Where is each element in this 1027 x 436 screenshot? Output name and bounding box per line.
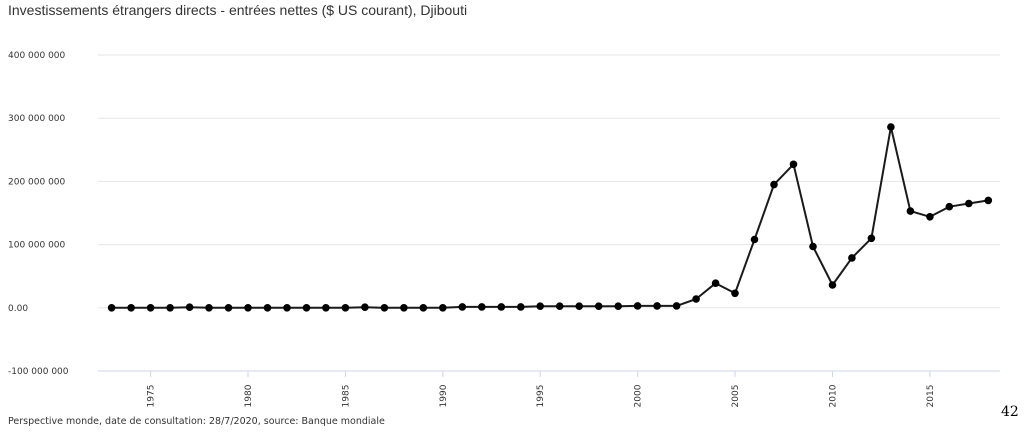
points-layer	[107, 123, 993, 312]
source-note: Perspective monde, date de consultation:…	[8, 416, 385, 427]
data-point[interactable]	[185, 303, 194, 312]
data-point[interactable]	[731, 289, 739, 298]
page-number: 42	[1001, 404, 1019, 420]
data-point[interactable]	[711, 279, 720, 288]
data-point[interactable]	[809, 242, 817, 251]
y-tick-label: 200 000 000	[8, 177, 66, 187]
data-point[interactable]	[302, 304, 311, 312]
data-point[interactable]	[497, 303, 506, 311]
data-point[interactable]	[614, 302, 622, 311]
data-point[interactable]	[224, 304, 233, 312]
data-point[interactable]	[478, 303, 486, 311]
data-point[interactable]	[848, 254, 856, 262]
data-point[interactable]	[380, 304, 389, 312]
x-tick-label: 1980	[244, 384, 254, 407]
data-point[interactable]	[672, 302, 681, 310]
data-point[interactable]	[594, 302, 603, 311]
x-tick-label: 2015	[926, 385, 936, 408]
data-point[interactable]	[887, 123, 895, 131]
data-point[interactable]	[517, 303, 525, 311]
data-point[interactable]	[867, 234, 876, 243]
data-point[interactable]	[750, 235, 759, 244]
gridlines	[98, 54, 1000, 372]
y-tick-label: 300 000 000	[8, 114, 66, 124]
data-point[interactable]	[361, 303, 369, 312]
data-point[interactable]	[283, 304, 291, 312]
data-point[interactable]	[107, 304, 116, 312]
data-point[interactable]	[653, 302, 661, 310]
x-tick-label: 2010	[828, 384, 838, 407]
x-tick-label: 1985	[341, 385, 351, 408]
data-point[interactable]	[633, 302, 642, 310]
data-point[interactable]	[244, 304, 252, 312]
series-layer	[111, 126, 989, 309]
data-point[interactable]	[945, 202, 954, 211]
y-axis-ticks: 400 000 000 300 000 000 200 000 000 100 000…	[8, 51, 69, 377]
x-tick-label: 2000	[634, 384, 644, 407]
chart-title: Investissements étrangers directs - entr…	[8, 2, 468, 18]
x-tick-label: 1975	[147, 385, 157, 408]
x-tick-label: 1995	[536, 385, 546, 408]
data-point[interactable]	[322, 304, 330, 312]
data-point[interactable]	[828, 281, 837, 289]
data-point[interactable]	[555, 302, 564, 311]
data-point[interactable]	[906, 207, 915, 215]
data-point[interactable]	[965, 199, 973, 208]
data-point[interactable]	[692, 295, 700, 303]
data-point[interactable]	[926, 213, 934, 221]
data-point[interactable]	[536, 302, 544, 311]
y-tick-label: 0.00	[8, 304, 28, 314]
data-point[interactable]	[341, 304, 350, 312]
data-point[interactable]	[205, 304, 213, 312]
series-line	[111, 126, 989, 309]
x-tick-label: 2005	[731, 385, 741, 408]
data-point[interactable]	[400, 304, 408, 312]
data-point[interactable]	[166, 304, 174, 312]
data-point[interactable]	[770, 180, 778, 189]
data-point[interactable]	[439, 304, 447, 312]
x-tick-label: 1990	[439, 384, 449, 407]
data-point[interactable]	[146, 304, 155, 312]
y-tick-label: 400 000 000	[8, 51, 66, 61]
data-point[interactable]	[127, 304, 135, 312]
data-point[interactable]	[458, 303, 467, 311]
data-point[interactable]	[263, 304, 272, 312]
x-axis-ticks: 1975 1980 1985 1990 1995 2000 2005 2010 2015	[147, 371, 936, 407]
y-tick-label: -100 000 000	[8, 367, 69, 377]
data-point[interactable]	[984, 196, 993, 205]
data-point[interactable]	[575, 302, 583, 311]
data-point[interactable]	[419, 304, 428, 312]
y-tick-label: 100 000 000	[8, 241, 66, 251]
data-point[interactable]	[789, 160, 798, 169]
